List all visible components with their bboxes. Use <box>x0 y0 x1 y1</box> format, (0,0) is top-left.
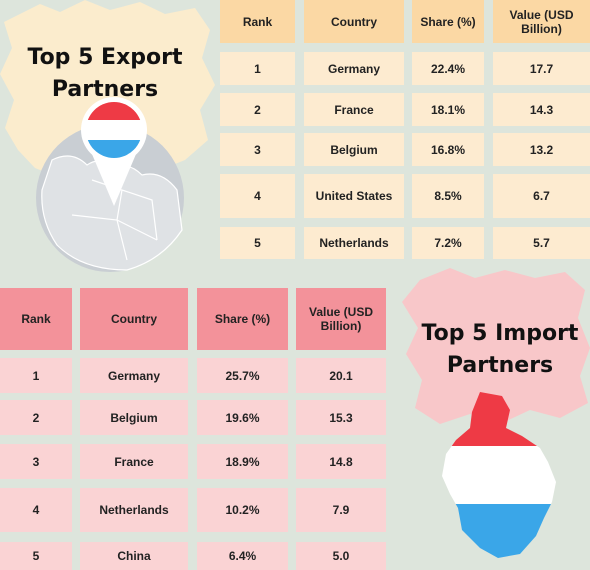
import-row1-value: 20.1 <box>296 358 386 393</box>
export-row2-country: France <box>304 93 404 126</box>
import-title-line1: Top 5 Import <box>421 321 579 346</box>
import-title-line2: Partners <box>446 353 554 378</box>
export-row3-rank: 3 <box>220 133 295 166</box>
import-title: Top 5 Import Partners <box>418 318 582 382</box>
import-row3-value: 14.8 <box>296 444 386 479</box>
import-row2-share: 19.6% <box>197 400 288 435</box>
export-row4-value: 6.7 <box>493 174 590 218</box>
luxembourg-flag-map-icon <box>442 392 556 558</box>
export-row2-value: 14.3 <box>493 93 590 126</box>
export-header-value: Value (USD Billion) <box>493 0 590 43</box>
import-row5-value: 5.0 <box>296 542 386 570</box>
export-title-line1: Top 5 Export <box>27 45 183 70</box>
export-header-share: Share (%) <box>412 0 484 43</box>
export-row4-country: United States <box>304 174 404 218</box>
export-row5-value: 5.7 <box>493 227 590 259</box>
import-row3-country: France <box>80 444 188 479</box>
export-row2-share: 18.1% <box>412 93 484 126</box>
export-title-backdrop <box>0 0 215 180</box>
import-row4-share: 10.2% <box>197 488 288 532</box>
import-row1-share: 25.7% <box>197 358 288 393</box>
export-row4-rank: 4 <box>220 174 295 218</box>
import-row1-rank: 1 <box>0 358 72 393</box>
export-row1-share: 22.4% <box>412 52 484 85</box>
import-row5-share: 6.4% <box>197 542 288 570</box>
export-row3-country: Belgium <box>304 133 404 166</box>
export-row5-country: Netherlands <box>304 227 404 259</box>
import-header-value: Value (USD Billion) <box>296 288 386 350</box>
import-row2-value: 15.3 <box>296 400 386 435</box>
import-row4-value: 7.9 <box>296 488 386 532</box>
import-row5-rank: 5 <box>0 542 72 570</box>
import-header-rank: Rank <box>0 288 72 350</box>
import-row2-rank: 2 <box>0 400 72 435</box>
import-row4-rank: 4 <box>0 488 72 532</box>
export-title-line2: Partners <box>51 77 159 102</box>
export-row3-value: 13.2 <box>493 133 590 166</box>
import-row3-rank: 3 <box>0 444 72 479</box>
export-header-rank: Rank <box>220 0 295 43</box>
export-header-country: Country <box>304 0 404 43</box>
export-row1-value: 17.7 <box>493 52 590 85</box>
import-row4-country: Netherlands <box>80 488 188 532</box>
import-row1-country: Germany <box>80 358 188 393</box>
import-row2-country: Belgium <box>80 400 188 435</box>
import-header-country: Country <box>80 288 188 350</box>
export-title: Top 5 Export Partners <box>20 42 190 106</box>
import-row5-country: China <box>80 542 188 570</box>
import-header-share: Share (%) <box>197 288 288 350</box>
import-row3-share: 18.9% <box>197 444 288 479</box>
import-title-backdrop <box>402 268 590 424</box>
europe-globe-map <box>36 124 184 272</box>
map-pin-flag-icon <box>81 97 147 206</box>
export-row2-rank: 2 <box>220 93 295 126</box>
export-row4-share: 8.5% <box>412 174 484 218</box>
export-row1-rank: 1 <box>220 52 295 85</box>
export-row5-share: 7.2% <box>412 227 484 259</box>
export-row1-country: Germany <box>304 52 404 85</box>
export-row3-share: 16.8% <box>412 133 484 166</box>
export-row5-rank: 5 <box>220 227 295 259</box>
